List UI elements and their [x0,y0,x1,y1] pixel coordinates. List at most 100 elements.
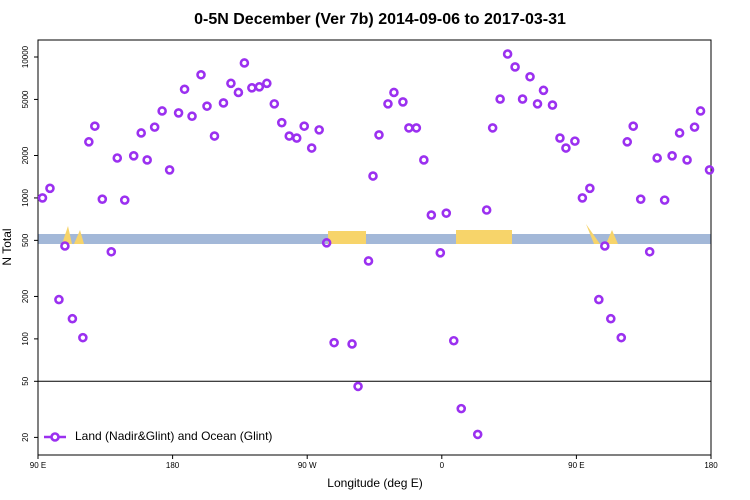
data-point [411,123,422,133]
data-point [97,194,108,204]
x-tick-label: 90 E [30,461,46,470]
y-tick-label: 50 [21,376,30,385]
data-point [149,122,160,132]
data-point [299,121,310,131]
data-point [426,210,437,220]
x-tick-label: 0 [440,461,445,470]
data-point [695,106,706,116]
data-point [659,195,670,205]
data-point [54,294,64,305]
data-point [128,151,139,161]
x-tick-label: 180 [704,461,718,470]
land-patch [74,230,84,244]
y-tick-label: 200 [21,289,30,303]
data-point [570,136,580,146]
data-point [119,195,130,205]
data-point [538,85,549,96]
land-patch [328,231,366,244]
data-point [254,82,265,92]
data-point [635,194,646,204]
data-point [187,111,197,122]
data-point [84,137,94,147]
data-point [179,84,190,95]
data-point [347,339,357,349]
land-patch [456,230,512,244]
land-patch [62,226,72,244]
data-point [269,99,280,109]
data-point [689,122,700,132]
land-ocean-strip [38,224,711,244]
data-point [226,78,236,89]
data-point [284,131,295,141]
data-point [142,155,152,165]
data-point [353,381,363,392]
data-point [600,241,610,251]
data-point [674,128,685,138]
data-point [404,123,414,133]
data-point [585,183,595,194]
data-point [374,130,384,140]
x-axis-label: Longitude (deg E) [327,476,422,490]
data-point [652,153,662,163]
data-point [435,248,446,258]
data-point [502,49,513,59]
data-point [78,332,88,343]
y-tick-label: 10000 [21,45,30,68]
data-point [628,121,639,131]
y-tick-label: 20 [21,432,30,441]
data-point [383,99,393,109]
ocean-strip [38,234,711,244]
data-point [239,58,250,68]
data-point [419,155,429,165]
data-point [314,125,324,135]
data-point [472,429,483,440]
data-point [45,183,55,194]
y-axis-label: N Total [0,228,14,265]
data-point [202,101,212,111]
y-tick-label: 100 [21,332,30,346]
data-point [682,155,692,165]
data-point [594,294,604,305]
data-point [233,87,244,98]
data-point [561,143,571,153]
data-point [321,238,332,248]
data-point [329,337,339,348]
data-point [247,83,257,93]
data-point [481,205,492,215]
data-point [262,78,272,89]
data-point [510,62,520,72]
data-point [644,246,655,257]
data-point [667,151,677,161]
data-point [555,133,565,143]
x-tick-label: 180 [166,461,180,470]
data-point [547,100,558,110]
legend-marker [50,432,60,442]
y-tick-label: 5000 [21,90,30,108]
data-point [90,121,100,131]
data-point [398,97,408,107]
data-point [276,117,287,128]
data-point [487,123,498,133]
plot-frame [37,39,712,456]
data-point [456,403,467,414]
data-point [577,193,588,203]
data-point [441,208,452,218]
data-point [209,131,220,141]
data-point [106,246,117,257]
y-tick-label: 2000 [21,146,30,164]
legend-label: Land (Nadir&Glint) and Ocean (Glint) [75,429,272,443]
land-patch [586,224,600,244]
data-point [517,94,528,104]
data-point [368,171,378,181]
data-point [306,143,317,153]
data-point [532,99,543,109]
data-point [525,71,535,82]
data-point [157,106,167,116]
y-tick-label: 500 [21,233,30,247]
data-point [218,98,229,108]
data-point [196,69,206,80]
data-point [622,137,633,147]
data-point [495,94,505,104]
x-tick-label: 90 E [568,461,584,470]
